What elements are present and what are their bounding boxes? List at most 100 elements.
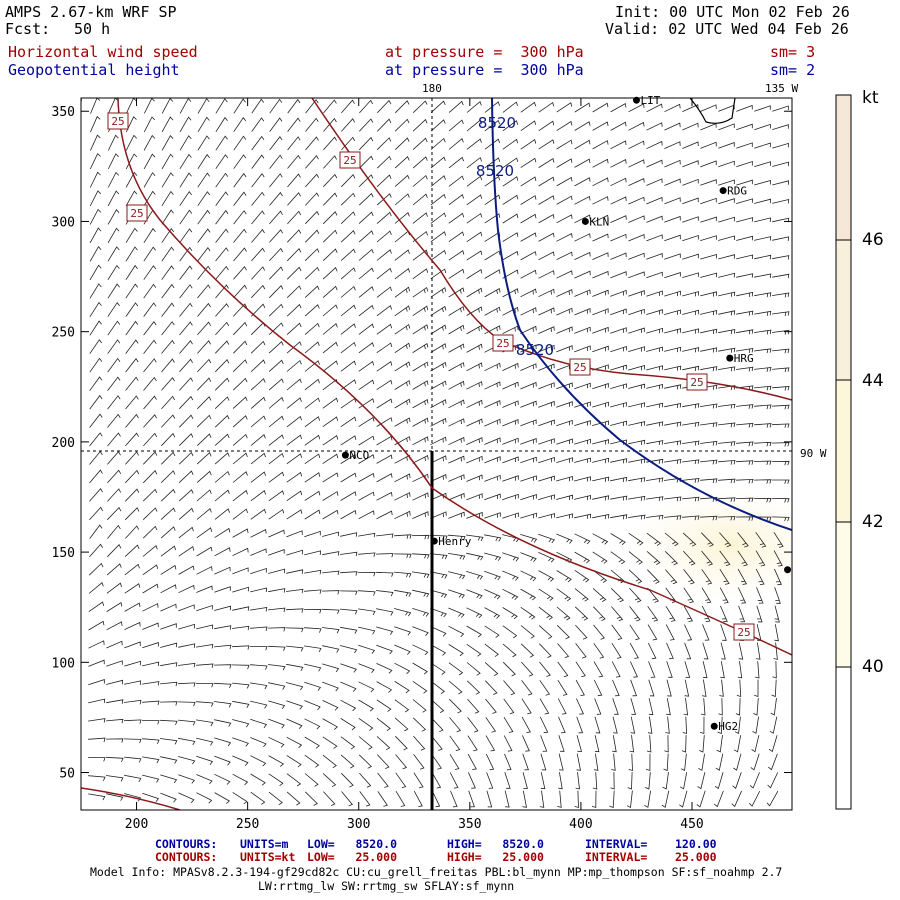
- wind-barb: [304, 627, 322, 633]
- wind-barb: [215, 340, 230, 354]
- wind-barb: [106, 582, 122, 594]
- wind-barb: [448, 343, 465, 353]
- wind-barb: [664, 141, 681, 149]
- wind-barb: [713, 790, 724, 808]
- wind-barb: [700, 478, 718, 484]
- wind-barb: [718, 698, 723, 716]
- height-contour-label: 8520: [478, 114, 516, 132]
- station-label: RDG: [727, 185, 747, 198]
- wind-barb: [394, 361, 411, 372]
- contours1-units: UNITS=m: [240, 837, 289, 851]
- wind-barb: [268, 791, 283, 806]
- wind-barb: [107, 134, 119, 151]
- wind-barb: [484, 362, 501, 372]
- wind-barb: [179, 135, 192, 151]
- wind-barb: [340, 267, 356, 280]
- wind-barb: [772, 292, 790, 298]
- model-title: AMPS 2.67-km WRF SP: [5, 3, 177, 21]
- wind-barb: [214, 566, 231, 575]
- wind-barb: [648, 698, 654, 716]
- wind-barb: [666, 642, 674, 660]
- wind-barb: [250, 626, 268, 631]
- wind-barb: [502, 381, 519, 390]
- y-tick-label: 200: [52, 436, 75, 451]
- wind-barb: [610, 327, 627, 334]
- wind-barb: [752, 716, 759, 734]
- wind-barb: [304, 791, 318, 806]
- wind-barb: [520, 419, 537, 427]
- wind-barb: [322, 570, 340, 576]
- wind-barb: [214, 773, 231, 785]
- wind-barb: [556, 232, 573, 242]
- wind-barb: [520, 570, 537, 582]
- wind-barb: [698, 753, 705, 771]
- wind-barb: [89, 543, 103, 558]
- wind-barb: [232, 547, 249, 557]
- speed-contour-label: 25: [130, 207, 143, 220]
- wind-barb: [682, 141, 699, 149]
- wind-barb: [646, 327, 663, 334]
- wind-barb: [142, 488, 158, 502]
- wind-barb: [142, 700, 160, 706]
- wind-barb: [448, 250, 465, 261]
- wind-barb: [718, 272, 736, 278]
- wind-barb: [646, 103, 663, 113]
- wind-barb: [179, 414, 194, 428]
- wind-barb: [466, 474, 483, 482]
- wind-barb: [89, 524, 103, 539]
- wind-barb: [629, 606, 641, 622]
- wind-barb: [305, 117, 319, 132]
- wind-barb: [557, 661, 569, 678]
- wind-barb: [88, 562, 104, 576]
- field1-name: Horizontal wind speed: [8, 43, 198, 61]
- wind-barb: [628, 271, 645, 279]
- wind-barb: [557, 790, 562, 808]
- wind-barb: [539, 698, 550, 715]
- wind-barb: [701, 587, 712, 604]
- wind-barb: [232, 682, 250, 689]
- wind-barb: [322, 700, 339, 711]
- wind-barb: [161, 209, 174, 225]
- wind-barb: [394, 699, 410, 713]
- wind-barb: [430, 399, 447, 409]
- wind-barb: [648, 679, 655, 697]
- wind-barb: [754, 292, 772, 298]
- colorbar-label-46: 46: [862, 230, 884, 250]
- wind-barb: [358, 230, 374, 243]
- wind-barb: [749, 772, 760, 789]
- wind-barb: [376, 267, 392, 280]
- wind-barb: [358, 155, 374, 169]
- wind-barb: [160, 488, 176, 502]
- wind-barb: [395, 100, 410, 114]
- wind-barb: [628, 121, 645, 131]
- wind-barb: [664, 290, 681, 297]
- wind-barb: [142, 756, 160, 764]
- wind-barb: [124, 699, 142, 705]
- wind-barb: [630, 661, 638, 678]
- wind-barb: [557, 679, 568, 696]
- wind-barb: [594, 735, 600, 753]
- wind-barb: [251, 228, 265, 243]
- wind-barb: [772, 161, 790, 167]
- wind-barb: [376, 249, 392, 261]
- wind-barb: [646, 421, 664, 427]
- wind-barb: [89, 450, 103, 465]
- wind-barb: [714, 772, 724, 790]
- wind-barb: [196, 414, 212, 428]
- wind-barb: [538, 195, 555, 205]
- wind-barb: [539, 661, 551, 677]
- wind-barb: [304, 509, 321, 520]
- wind-barb: [751, 735, 760, 753]
- wind-barb: [502, 625, 518, 639]
- wind-barb: [358, 286, 374, 298]
- wind-barb: [485, 698, 497, 714]
- wind-barb: [286, 549, 303, 556]
- wind-barb: [250, 415, 266, 428]
- wind-barb: [592, 420, 609, 426]
- wind-barb: [646, 290, 663, 297]
- wind-barb: [250, 587, 268, 593]
- wind-barb: [430, 553, 448, 560]
- wind-barb: [377, 754, 390, 769]
- wind-barb: [539, 643, 552, 658]
- wind-barb: [502, 101, 518, 113]
